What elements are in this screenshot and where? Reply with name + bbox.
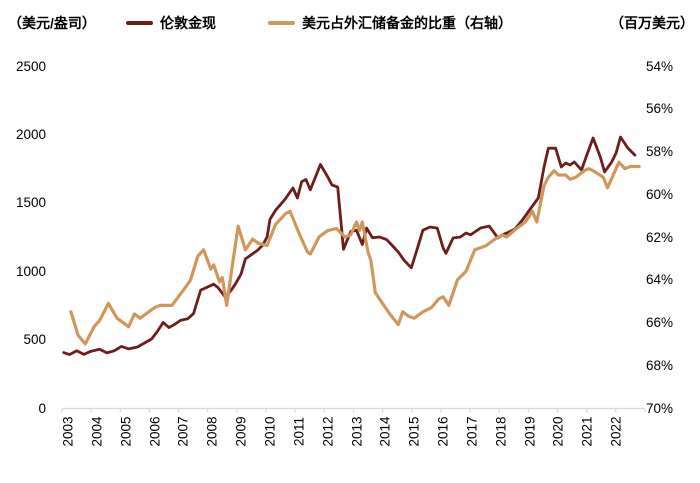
usd-share-line bbox=[69, 160, 641, 346]
usd-share-line-swatch-icon bbox=[268, 21, 295, 25]
legend-item-gold: 伦敦金现 bbox=[126, 13, 216, 33]
right-axis-unit-label: （百万美元） bbox=[610, 15, 694, 31]
left-axis-tick-label: 500 bbox=[23, 332, 46, 348]
gold-line-swatch-icon bbox=[126, 21, 153, 25]
right-axis-tick-label: 60% bbox=[646, 186, 674, 202]
legend-label-usd-share: 美元占外汇储备金的比重（右轴） bbox=[302, 15, 512, 31]
left-axis-tick-label: 2000 bbox=[15, 126, 46, 142]
right-axis-tick-label: 56% bbox=[646, 101, 674, 117]
legend-label-gold: 伦敦金现 bbox=[160, 15, 216, 31]
right-axis-tick-label: 66% bbox=[646, 315, 674, 330]
gold-price-line bbox=[62, 135, 637, 357]
left-axis-tick-label: 2500 bbox=[15, 58, 46, 74]
left-axis-tick-label: 1500 bbox=[15, 195, 46, 211]
right-axis-tick-label: 58% bbox=[646, 144, 674, 159]
right-axis-tick-label: 64% bbox=[646, 272, 674, 288]
left-axis-unit-label: （美元/盎司） bbox=[8, 15, 96, 31]
right-axis-tick-label: 68% bbox=[646, 357, 674, 373]
right-axis-tick-label: 54% bbox=[646, 58, 674, 74]
left-axis-tick-label: 1000 bbox=[15, 263, 46, 279]
left-axis-tick-label: 0 bbox=[38, 400, 46, 416]
right-axis-tick-label: 62% bbox=[646, 229, 674, 245]
legend-item-usd-share: 美元占外汇储备金的比重（右轴） bbox=[268, 13, 512, 33]
right-axis-tick-label: 70% bbox=[646, 400, 674, 416]
